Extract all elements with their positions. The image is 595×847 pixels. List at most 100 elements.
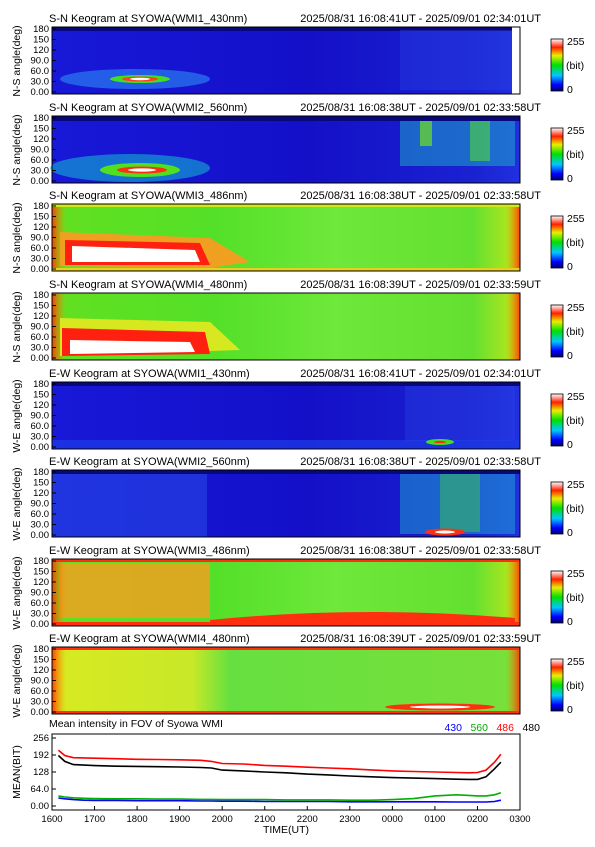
keogram-y-tick-label: 0.00	[31, 619, 50, 630]
colorbar	[550, 38, 564, 92]
keogram-y-tick-label: 150	[33, 212, 49, 223]
colorbar-max-label: 255	[567, 36, 585, 48]
keogram-time-range: 2025/08/31 16:08:39UT - 2025/09/01 02:33…	[300, 279, 541, 291]
colorbar-max-label: 255	[567, 568, 585, 580]
colorbar-min-label: 0	[567, 84, 573, 96]
keogram-panel-ew-wmi4: E-W Keogram at SYOWA(WMI4_480nm) 2025/08…	[49, 633, 541, 714]
keogram-y-tick-label: 0.00	[31, 530, 50, 541]
keogram-y-tick-label: 180	[33, 379, 49, 390]
keogram-panel-sn-wmi1: S-N Keogram at SYOWA(WMI1_430nm) 2025/08…	[49, 13, 541, 94]
keogram-y-tick-label: 120	[33, 311, 49, 322]
keogram-y-tick-label: 120	[33, 488, 49, 499]
colorbar-max-label: 255	[567, 479, 585, 491]
keogram-y-tick-label: 60.0	[31, 421, 50, 432]
keogram-y-tick-label: 150	[33, 567, 49, 578]
keogram-y-tick-label: 60.0	[31, 155, 50, 166]
keogram-y-tick-label: 60.0	[31, 243, 50, 254]
keogram-y-tick-label: 90.0	[31, 588, 50, 599]
keogram-time-range: 2025/08/31 16:08:38UT - 2025/09/01 02:33…	[300, 190, 541, 202]
colorbar-min-label: 0	[567, 350, 573, 362]
mean-intensity-chart: Mean intensity in FOV of Syowa WMI 480 486…	[11, 718, 540, 836]
keogram-y-tick-label: 30.0	[31, 520, 50, 531]
keogram-time-range: 2025/08/31 16:08:39UT - 2025/09/01 02:33…	[300, 633, 541, 645]
y-tick-label: 192	[33, 750, 49, 761]
keogram-title: S-N Keogram at SYOWA(WMI4_480nm)	[49, 279, 247, 291]
colorbar-min-label: 0	[567, 173, 573, 185]
keogram-time-range: 2025/08/31 16:08:38UT - 2025/09/01 02:33…	[300, 102, 541, 114]
keogram-time-range: 2025/08/31 16:08:38UT - 2025/09/01 02:33…	[300, 456, 541, 468]
keogram-y-tick-label: 90.0	[31, 56, 50, 67]
colorbar-unit-label: (bit)	[566, 149, 584, 161]
keogram-y-tick-label: 180	[33, 556, 49, 567]
colorbar-max-label: 255	[567, 302, 585, 314]
keogram-image	[52, 293, 520, 360]
keogram-y-tick-label: 180	[33, 290, 49, 301]
keogram-panel-ew-wmi2: E-W Keogram at SYOWA(WMI2_560nm) 2025/08…	[49, 456, 541, 537]
x-tick-label: 2000	[212, 814, 233, 825]
series-line-486	[57, 749, 502, 774]
keogram-title: S-N Keogram at SYOWA(WMI2_560nm)	[49, 102, 247, 114]
colorbar-unit-label: (bit)	[566, 415, 584, 427]
keogram-y-axis-label: N-S angle(deg)	[11, 25, 23, 96]
keogram-title: E-W Keogram at SYOWA(WMI3_486nm)	[49, 545, 250, 557]
keogram-y-tick-label: 90.0	[31, 676, 50, 687]
keogram-y-tick-label: 120	[33, 134, 49, 145]
keogram-y-tick-label: 120	[33, 577, 49, 588]
keogram-y-tick-label: 0.00	[31, 707, 50, 718]
y-tick-label: 256	[33, 733, 49, 744]
colorbar-min-label: 0	[567, 616, 573, 628]
keogram-y-tick-label: 150	[33, 390, 49, 401]
keogram-y-tick-label: 30.0	[31, 77, 50, 88]
keogram-y-tick-label: 150	[33, 35, 49, 46]
colorbar-max-label: 255	[567, 213, 585, 225]
keogram-image	[50, 116, 520, 183]
colorbar-min-label: 0	[567, 261, 573, 273]
x-tick-label: 0000	[382, 814, 403, 825]
keogram-y-tick-label: 180	[33, 24, 49, 35]
keogram-title: E-W Keogram at SYOWA(WMI4_480nm)	[49, 633, 250, 645]
keogram-panel-ew-wmi3: E-W Keogram at SYOWA(WMI3_486nm) 2025/08…	[49, 545, 541, 626]
colorbar-max-label: 255	[567, 125, 585, 137]
series-line-560	[58, 791, 502, 802]
keogram-time-range: 2025/08/31 16:08:41UT - 2025/09/01 02:34…	[300, 368, 541, 380]
keogram-image	[52, 559, 520, 626]
y-tick-label: 0.00	[31, 801, 50, 812]
keogram-y-tick-label: 0.00	[31, 353, 50, 364]
keogram-y-tick-label: 60.0	[31, 66, 50, 77]
colorbar-min-label: 0	[567, 704, 573, 716]
legend-entry: 560	[470, 722, 488, 734]
keogram-image	[52, 470, 520, 537]
colorbar	[550, 393, 564, 447]
keogram-title: S-N Keogram at SYOWA(WMI1_430nm)	[49, 13, 247, 25]
keogram-title: E-W Keogram at SYOWA(WMI2_560nm)	[49, 456, 250, 468]
colorbar-unit-label: (bit)	[566, 503, 584, 515]
keogram-image	[52, 27, 520, 94]
keogram-y-tick-label: 60.0	[31, 332, 50, 343]
keogram-image	[52, 647, 520, 714]
colorbar-unit-label: (bit)	[566, 592, 584, 604]
keogram-y-axis-label: W-E angle(deg)	[11, 379, 23, 452]
x-tick-label: 0200	[467, 814, 488, 825]
keogram-time-range: 2025/08/31 16:08:38UT - 2025/09/01 02:33…	[300, 545, 541, 557]
colorbar-max-label: 255	[567, 656, 585, 668]
x-tick-label: 0300	[509, 814, 530, 825]
keogram-y-tick-label: 150	[33, 655, 49, 666]
keogram-panel-sn-wmi4: S-N Keogram at SYOWA(WMI4_480nm) 2025/08…	[49, 279, 541, 360]
x-tick-label: 1900	[169, 814, 190, 825]
x-tick-label: 2100	[254, 814, 275, 825]
keogram-y-tick-label: 180	[33, 113, 49, 124]
keogram-y-tick-label: 0.00	[31, 442, 50, 453]
keogram-y-tick-label: 60.0	[31, 509, 50, 520]
colorbar	[550, 658, 564, 712]
keogram-y-axis-label: N-S angle(deg)	[11, 202, 23, 273]
colorbar	[550, 304, 564, 358]
x-tick-label: 2300	[339, 814, 360, 825]
x-tick-label: 1700	[84, 814, 105, 825]
keogram-y-tick-label: 0.00	[31, 264, 50, 275]
keogram-y-axis-label: W-E angle(deg)	[11, 556, 23, 629]
colorbar-unit-label: (bit)	[566, 680, 584, 692]
keogram-y-tick-label: 180	[33, 644, 49, 655]
x-tick-label: 2200	[297, 814, 318, 825]
series-line-430	[58, 797, 502, 803]
keogram-y-tick-label: 150	[33, 124, 49, 135]
